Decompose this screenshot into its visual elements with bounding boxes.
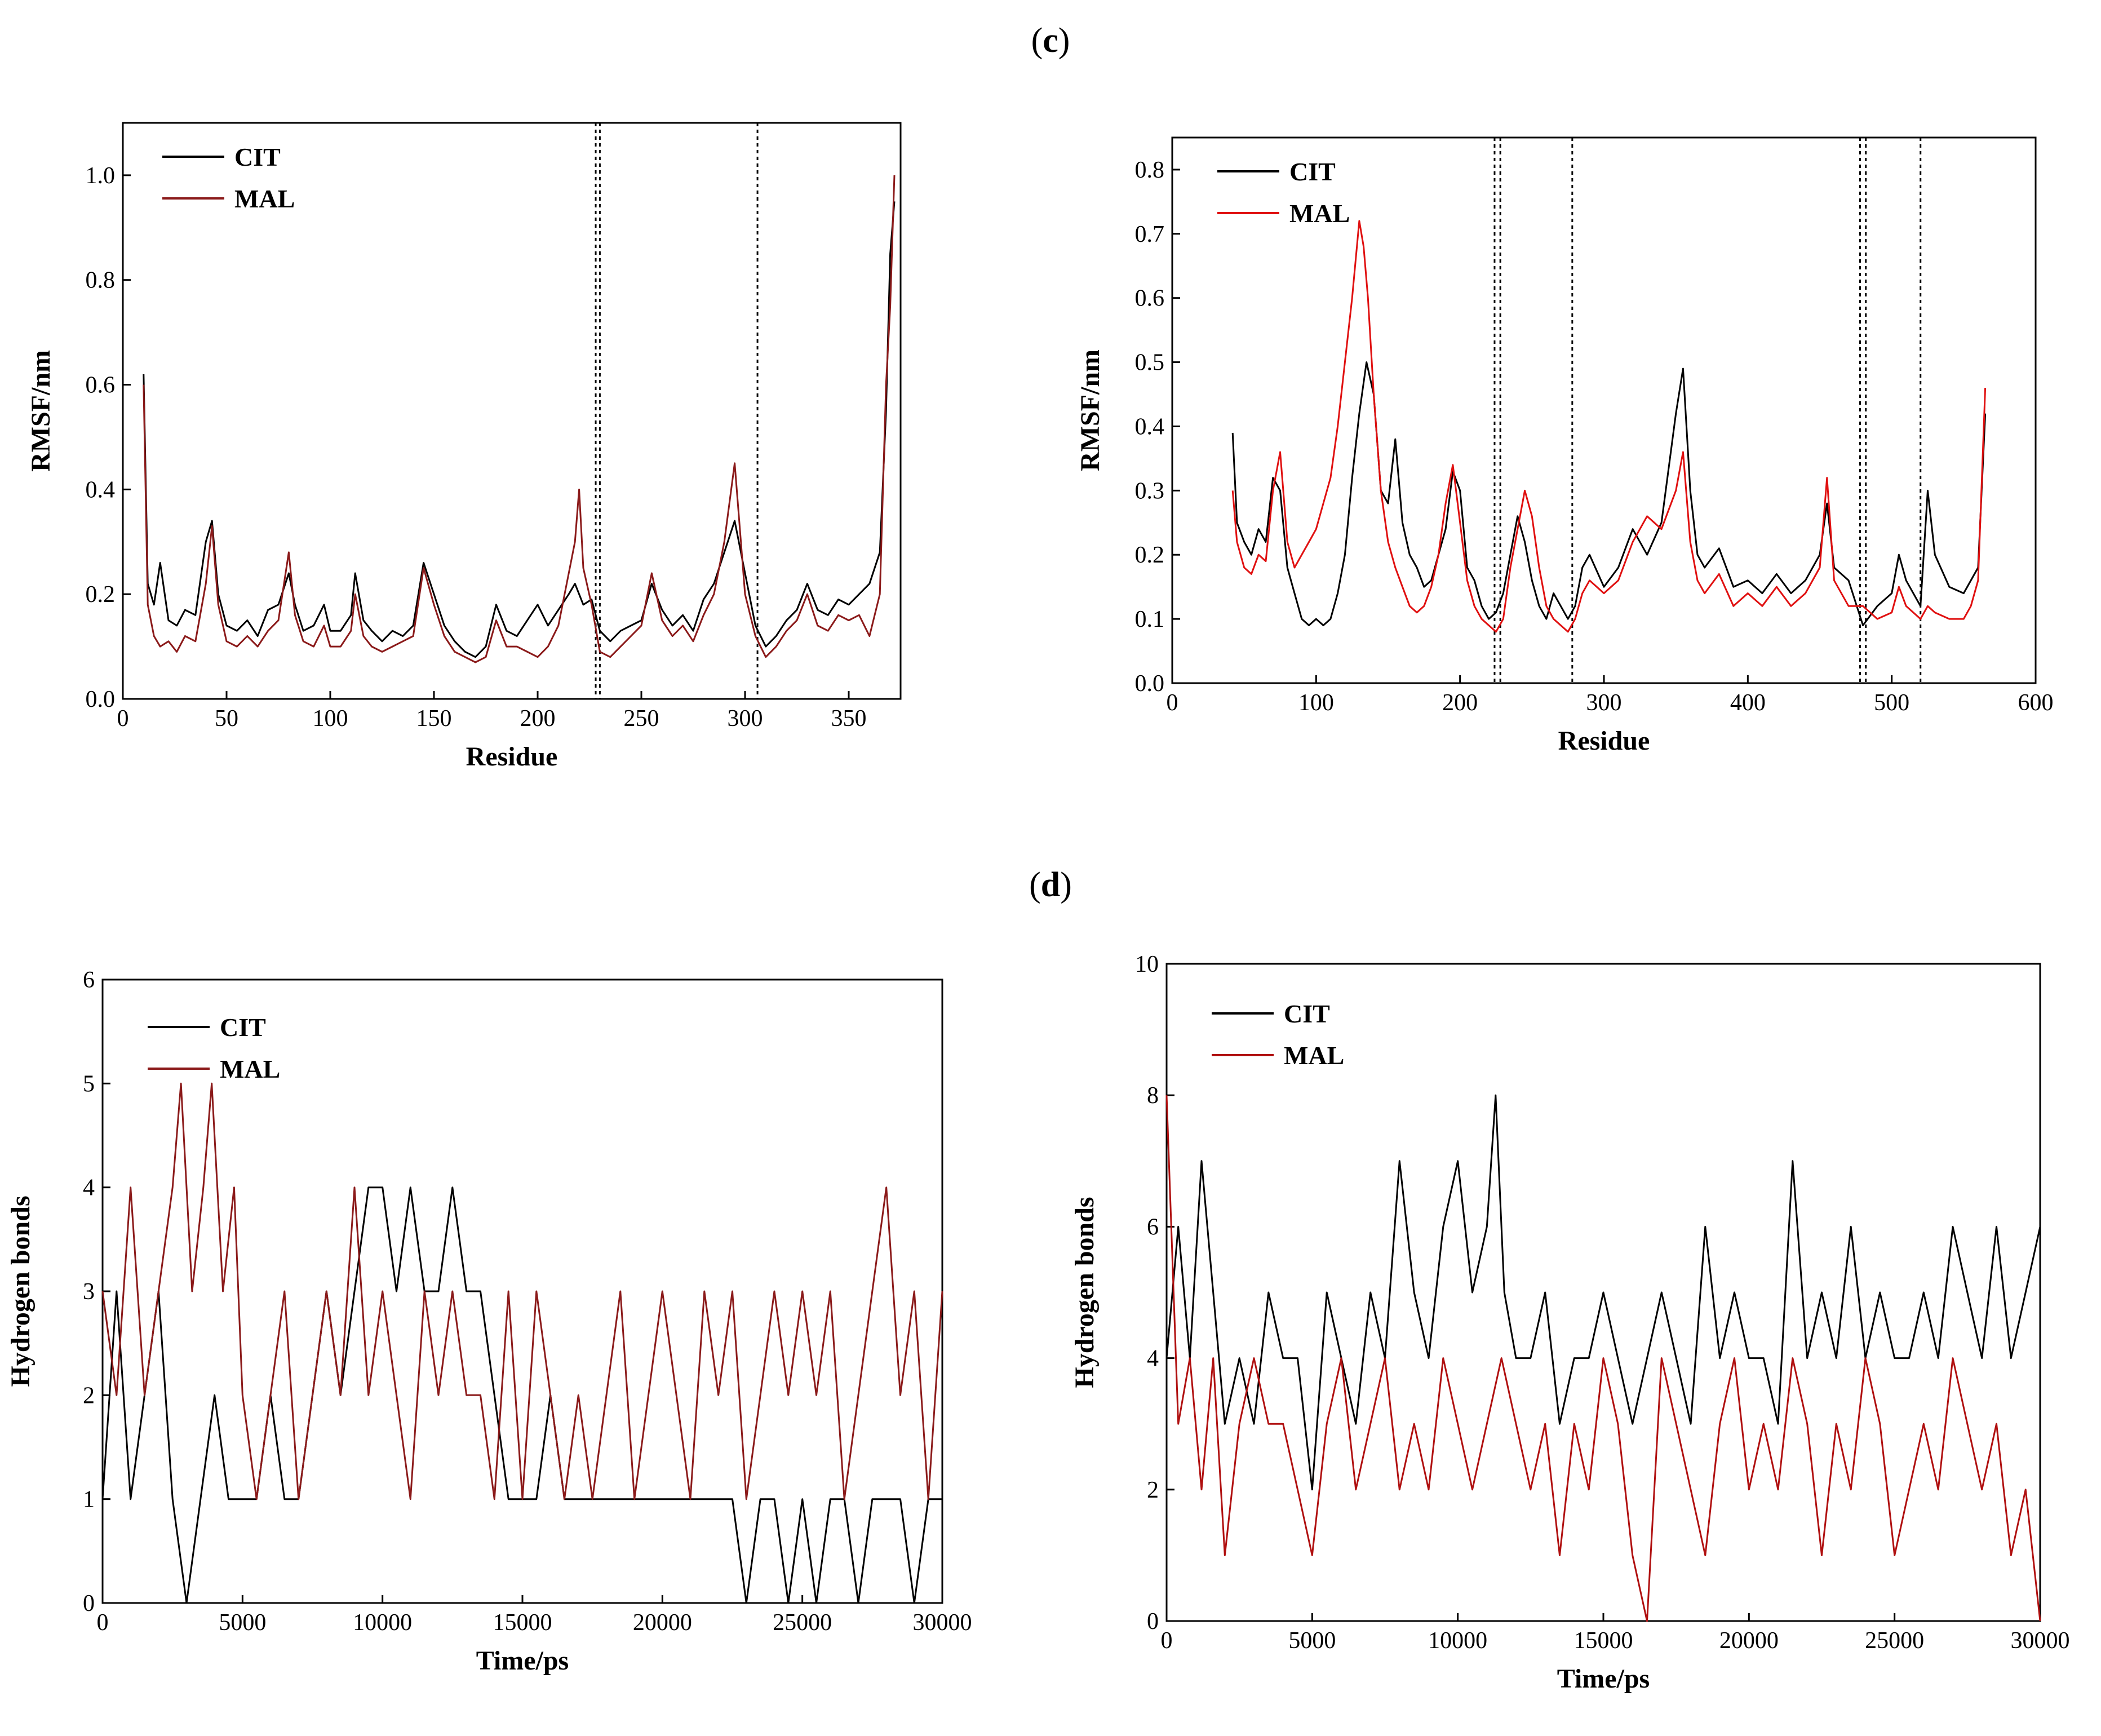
- legend-label-cit: CIT: [234, 143, 281, 171]
- y-tick-label: 2: [1147, 1477, 1159, 1503]
- x-tick-label: 500: [1874, 690, 1909, 716]
- y-tick-label: 0.6: [86, 373, 116, 398]
- x-axis-title: Residue: [1558, 726, 1650, 756]
- legend-label-mal: MAL: [1284, 1041, 1344, 1070]
- y-tick-label: 0.0: [1135, 671, 1165, 697]
- x-tick-label: 300: [1586, 690, 1622, 716]
- y-tick-label: 0.6: [1135, 286, 1165, 312]
- x-tick-label: 5000: [1288, 1628, 1336, 1654]
- y-axis-title: Hydrogen bonds: [1070, 1197, 1100, 1388]
- y-tick-label: 1: [83, 1487, 95, 1513]
- y-tick-label: 0.0: [86, 687, 116, 712]
- series-line-mal: [1231, 220, 1987, 633]
- series-line-cit: [1165, 1094, 2041, 1491]
- x-tick-label: 30000: [913, 1610, 972, 1636]
- x-tick-label: 100: [1298, 690, 1334, 716]
- x-tick-label: 350: [831, 706, 867, 732]
- y-axis-title: RMSF/nm: [26, 350, 56, 472]
- y-tick-label: 0.4: [86, 477, 116, 503]
- x-tick-label: 400: [1730, 690, 1766, 716]
- x-axis-title: Time/ps: [1557, 1664, 1650, 1694]
- panel-label-d: (d): [1029, 866, 1072, 904]
- x-tick-label: 10000: [353, 1610, 412, 1636]
- x-axis-title: Time/ps: [476, 1646, 569, 1676]
- x-tick-label: 5000: [219, 1610, 266, 1636]
- legend-label-mal: MAL: [234, 184, 295, 213]
- series-line-mal: [1165, 1095, 2041, 1622]
- panel-label-c: (c): [1031, 21, 1070, 60]
- y-tick-label: 0: [1147, 1609, 1159, 1635]
- x-tick-label: 0: [117, 706, 129, 732]
- chart-hbonds-left: 0 5000 10000 15000 20000 25000 30000 0 1 2 3 4 5 6 Tim…: [6, 967, 972, 1676]
- y-tick-label: 0.8: [86, 268, 116, 294]
- x-tick-label: 150: [416, 706, 452, 732]
- x-tick-label: 20000: [633, 1610, 692, 1636]
- y-tick-label: 4: [83, 1175, 95, 1201]
- y-axis-title: Hydrogen bonds: [6, 1195, 36, 1387]
- x-tick-label: 50: [215, 706, 238, 732]
- y-tick-label: 4: [1147, 1346, 1159, 1372]
- legend-label-mal: MAL: [220, 1055, 280, 1083]
- x-tick-label: 300: [728, 706, 763, 732]
- y-tick-label: 0: [83, 1591, 95, 1617]
- chart-rmsf-right: 0 100 200 300 400 500 600 0.0 0.1 0.2 0.3 0.4 0.5 0.6…: [1075, 136, 2054, 756]
- chart-rmsf-left: 0 50 100 150 200 250 300 350 0.0 0.2 0.4 0.6 0.8 1.0 R…: [26, 122, 902, 772]
- y-tick-label: 5: [83, 1071, 95, 1097]
- x-tick-label: 15000: [1574, 1628, 1633, 1654]
- x-tick-label: 20000: [1719, 1628, 1779, 1654]
- x-tick-label: 0: [1161, 1628, 1173, 1654]
- x-tick-label: 0: [97, 1610, 109, 1636]
- x-tick-label: 10000: [1428, 1628, 1487, 1654]
- x-axis-title: Residue: [466, 742, 558, 772]
- y-tick-label: 0.8: [1135, 157, 1165, 183]
- plot-frame: [122, 122, 902, 700]
- x-tick-label: 250: [624, 706, 659, 732]
- y-tick-label: 1.0: [86, 163, 116, 189]
- legend-label-mal: MAL: [1289, 199, 1350, 228]
- y-tick-label: 6: [1147, 1214, 1159, 1240]
- y-tick-label: 8: [1147, 1083, 1159, 1109]
- series-line-cit: [1231, 361, 1987, 626]
- series-line-cit: [143, 201, 896, 658]
- x-tick-label: 25000: [773, 1610, 832, 1636]
- y-tick-label: 0.2: [86, 582, 116, 608]
- legend-label-cit: CIT: [220, 1013, 266, 1042]
- x-tick-label: 200: [520, 706, 556, 732]
- series-line-mal: [143, 175, 896, 663]
- y-tick-label: 2: [83, 1383, 95, 1409]
- x-tick-label: 30000: [2011, 1628, 2070, 1654]
- y-tick-label: 0.7: [1135, 222, 1165, 247]
- legend-label-cit: CIT: [1284, 999, 1330, 1028]
- series-line-mal: [101, 1082, 943, 1500]
- y-tick-label: 6: [83, 967, 95, 993]
- y-tick-label: 0.5: [1135, 350, 1165, 376]
- y-tick-label: 0.3: [1135, 478, 1165, 504]
- y-tick-label: 3: [83, 1279, 95, 1305]
- y-tick-label: 0.1: [1135, 606, 1165, 632]
- x-tick-label: 100: [313, 706, 348, 732]
- y-tick-label: 0.4: [1135, 414, 1165, 440]
- y-tick-label: 10: [1135, 951, 1159, 977]
- y-axis-title: RMSF/nm: [1075, 349, 1105, 471]
- x-tick-label: 200: [1442, 690, 1478, 716]
- x-tick-label: 0: [1167, 690, 1178, 716]
- x-tick-label: 600: [2018, 690, 2054, 716]
- y-tick-label: 0.2: [1135, 542, 1165, 568]
- legend-label-cit: CIT: [1289, 157, 1336, 186]
- x-tick-label: 25000: [1865, 1628, 1924, 1654]
- x-tick-label: 15000: [493, 1610, 552, 1636]
- chart-hbonds-right: 0 5000 10000 15000 20000 25000 30000 0 2 4 6 8 10 Tim…: [1070, 951, 2070, 1694]
